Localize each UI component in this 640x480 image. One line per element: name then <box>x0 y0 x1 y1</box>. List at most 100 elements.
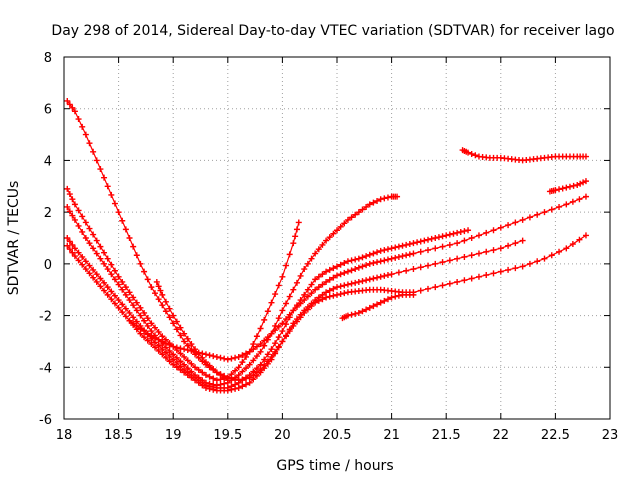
data-point <box>330 274 337 281</box>
data-point <box>177 332 184 339</box>
data-point <box>115 273 122 280</box>
data-point <box>388 271 395 278</box>
data-point <box>344 268 351 275</box>
data-point <box>101 260 108 267</box>
data-point <box>184 335 191 342</box>
data-point <box>90 274 97 281</box>
data-point <box>235 364 242 371</box>
data-point <box>119 286 126 293</box>
data-point <box>69 249 76 256</box>
data-point <box>275 315 282 322</box>
series-line <box>129 196 587 361</box>
data-point <box>439 282 446 289</box>
data-point <box>232 367 239 374</box>
data-point <box>468 235 475 241</box>
data-point <box>582 193 589 200</box>
series-arc6 <box>126 193 589 363</box>
data-point <box>192 346 199 353</box>
data-point <box>64 242 71 249</box>
data-point <box>188 347 195 354</box>
y-tick-label: 6 <box>44 103 52 118</box>
data-point <box>101 249 108 256</box>
data-point <box>563 184 570 191</box>
data-point <box>101 287 108 294</box>
data-point <box>410 240 417 247</box>
series-arc8 <box>339 291 417 322</box>
data-point <box>312 250 319 257</box>
data-point <box>355 309 362 316</box>
data-point <box>505 242 512 249</box>
data-point <box>86 140 93 147</box>
data-point <box>388 255 395 262</box>
data-point <box>111 300 118 307</box>
data-point <box>199 382 206 389</box>
data-point <box>512 240 519 247</box>
data-point <box>69 241 76 248</box>
data-point <box>352 256 359 263</box>
data-point <box>304 306 311 313</box>
data-point <box>355 278 362 285</box>
data-point <box>64 203 71 210</box>
data-point <box>64 235 71 241</box>
data-point <box>152 344 158 351</box>
data-point <box>210 353 217 360</box>
data-point <box>363 262 370 269</box>
data-point <box>66 246 73 253</box>
data-point <box>410 291 417 298</box>
data-point <box>439 259 446 266</box>
data-point <box>526 260 533 267</box>
data-point <box>526 214 533 221</box>
data-point <box>323 237 330 244</box>
data-point <box>330 285 337 292</box>
data-point <box>534 211 541 218</box>
data-point <box>264 308 271 315</box>
data-point <box>497 245 504 252</box>
data-point <box>155 342 162 349</box>
data-point <box>221 372 228 379</box>
data-point <box>359 308 366 315</box>
plot-frame <box>63 56 611 420</box>
data-point <box>202 384 209 391</box>
data-point <box>541 255 548 262</box>
data-point <box>111 292 118 299</box>
data-point <box>181 330 188 337</box>
data-point <box>93 250 100 257</box>
data-point <box>155 347 162 354</box>
data-point <box>66 208 73 215</box>
data-point <box>173 326 180 333</box>
data-point <box>337 283 344 290</box>
data-point <box>90 231 97 238</box>
data-point <box>268 299 275 306</box>
x-tick-label: 23 <box>602 428 619 443</box>
data-point <box>86 225 93 232</box>
data-point <box>261 316 268 323</box>
data-point <box>548 206 555 213</box>
data-point <box>246 379 253 386</box>
data-point <box>392 293 399 300</box>
data-point <box>239 368 246 375</box>
data-point <box>315 284 322 291</box>
data-point <box>283 262 290 269</box>
data-point <box>326 276 333 283</box>
data-point <box>115 281 122 288</box>
data-point <box>104 183 111 190</box>
data-point <box>352 279 359 286</box>
data-point <box>381 195 388 202</box>
series-group <box>64 97 589 394</box>
data-point <box>454 278 461 285</box>
data-point <box>228 386 235 393</box>
data-point <box>170 351 177 358</box>
data-point <box>374 197 381 204</box>
data-point <box>71 253 78 260</box>
data-point <box>126 317 133 324</box>
data-point <box>574 181 581 188</box>
data-point <box>348 280 355 287</box>
data-point <box>159 302 166 309</box>
data-point <box>115 297 122 304</box>
data-point <box>403 267 410 274</box>
data-point <box>582 153 589 160</box>
data-point <box>64 185 71 192</box>
data-point <box>250 372 257 379</box>
data-point <box>323 289 330 296</box>
data-point <box>257 366 264 373</box>
